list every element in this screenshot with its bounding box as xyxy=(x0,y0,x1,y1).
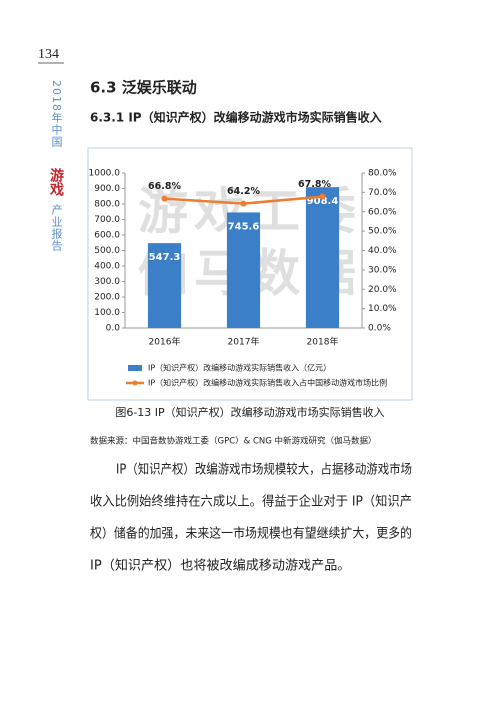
line-marker xyxy=(161,195,168,202)
line-value-label: 67.8% xyxy=(298,179,331,190)
y2-tick-label: 70.0% xyxy=(368,188,397,198)
bar xyxy=(147,243,182,328)
paragraph-line: IP（知识产权）改编游戏市场规模较大，占据移动游戏市场 xyxy=(116,462,412,478)
subsection-title: 6.3.1 IP（知识产权）改编移动游戏市场实际销售收入 xyxy=(90,110,382,125)
bar-value-label: 908.4 xyxy=(307,196,339,207)
bar-value-label: 745.6 xyxy=(228,221,260,232)
x-tick-label: 2018年 xyxy=(307,336,339,348)
paragraph-line: 权）储备的加强，未来这一市场规模也有望继续扩大，更多的 xyxy=(90,526,412,542)
line-value-label: 66.8% xyxy=(148,181,181,192)
y-tick-label: 400.0 xyxy=(94,262,120,272)
legend-swatch xyxy=(132,380,138,386)
y-tick-label: 800.0 xyxy=(94,200,120,210)
y-tick-label: 0.0 xyxy=(106,324,121,334)
figure-caption: 图6-13 IP（知识产权）改编移动游戏市场实际销售收入 xyxy=(115,405,384,419)
y2-tick-label: 50.0% xyxy=(368,227,397,237)
y-tick-label: 200.0 xyxy=(94,293,120,303)
y2-tick-label: 80.0% xyxy=(368,169,397,179)
sidebar-text: 游戏 xyxy=(48,167,65,197)
bar xyxy=(305,187,340,328)
y2-tick-label: 20.0% xyxy=(368,285,397,295)
section-title: 6.3 泛娱乐联动 xyxy=(90,79,197,97)
x-tick-label: 2017年 xyxy=(228,336,260,348)
x-tick-label: 2016年 xyxy=(149,336,181,348)
paragraph-line: 收入比例始终维持在六成以上。得益于企业对于 IP（知识产 xyxy=(90,494,412,510)
legend-swatch xyxy=(128,365,142,371)
y2-tick-label: 10.0% xyxy=(368,304,397,314)
paragraph-line: IP（知识产权）也将被改编成移动游戏产品。 xyxy=(90,558,350,574)
y2-tick-label: 30.0% xyxy=(368,265,397,275)
y-tick-label: 900.0 xyxy=(94,184,120,194)
source: 数据来源：中国音数协游戏工委（GPC）& CNG 中新游戏研究（伽马数据） xyxy=(90,436,377,447)
y2-tick-label: 60.0% xyxy=(368,207,397,217)
bar xyxy=(226,212,261,328)
legend-label: IP（知识产权）改编移动游戏实际销售收入占中国移动游戏市场比例 xyxy=(148,378,387,388)
y-tick-label: 1000.0 xyxy=(89,169,121,179)
page-number: 134 xyxy=(38,47,59,62)
legend-label: IP（知识产权）改编移动游戏实际销售收入（亿元） xyxy=(148,363,331,373)
y-tick-label: 300.0 xyxy=(94,277,120,287)
line-value-label: 64.2% xyxy=(227,186,260,197)
y-tick-label: 500.0 xyxy=(94,246,120,256)
y2-tick-label: 0.0% xyxy=(368,324,391,334)
line-marker xyxy=(319,193,326,200)
y2-tick-label: 40.0% xyxy=(368,246,397,256)
y-tick-label: 100.0 xyxy=(94,308,120,318)
line-marker xyxy=(240,200,247,207)
y-tick-label: 600.0 xyxy=(94,231,120,241)
sidebar-text: 2018年中国 xyxy=(50,80,63,148)
y-tick-label: 700.0 xyxy=(94,215,120,225)
sidebar-text: 产业报告 xyxy=(50,203,63,252)
bar-value-label: 547.3 xyxy=(149,252,181,263)
